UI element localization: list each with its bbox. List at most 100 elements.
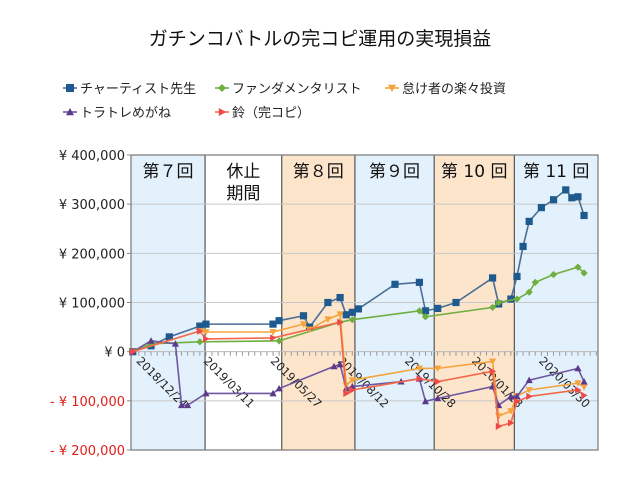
- data-point: [513, 295, 521, 303]
- legend-marker-icon: [66, 84, 74, 92]
- y-tick-label: - ¥ 100,000: [50, 395, 125, 410]
- data-point: [324, 316, 332, 323]
- data-point: [324, 298, 332, 307]
- data-point: [299, 312, 308, 320]
- series-group: [129, 186, 588, 430]
- data-point: [196, 338, 204, 346]
- legend-label: チャーティスト先生: [80, 82, 196, 97]
- period-label-wrapper: 第 11 回: [514, 161, 598, 211]
- period-label-wrapper: 第 10 回: [434, 161, 514, 211]
- data-point: [342, 311, 350, 319]
- period-label: 第９回: [369, 162, 421, 182]
- y-tick-label: - ¥ 200,000: [50, 444, 125, 459]
- data-point: [202, 329, 210, 336]
- data-point: [452, 298, 460, 307]
- data-point: [348, 308, 356, 316]
- data-point: [269, 320, 277, 328]
- data-point: [171, 340, 180, 347]
- data-point: [574, 263, 582, 271]
- series-4: [129, 318, 588, 430]
- data-point: [519, 242, 527, 251]
- data-point: [434, 394, 442, 402]
- data-point: [269, 389, 277, 397]
- data-point: [495, 422, 503, 430]
- data-point: [349, 386, 356, 394]
- data-point: [525, 387, 533, 394]
- data-point: [549, 270, 558, 279]
- legend-item: トラトレめがね: [63, 106, 171, 121]
- legend-item: 怠け者の楽々投資: [385, 81, 506, 97]
- data-point: [488, 303, 497, 312]
- data-point: [348, 316, 356, 324]
- legend-label: 怠け者の楽々投資: [402, 81, 506, 97]
- data-point: [580, 211, 588, 220]
- data-point: [580, 384, 588, 391]
- period-label-box: 第８回: [282, 161, 355, 211]
- series-line: [132, 266, 585, 353]
- data-point: [580, 269, 588, 277]
- period-label-wrapper: 第８回: [282, 161, 355, 211]
- data-point: [434, 304, 442, 312]
- data-point: [489, 367, 497, 375]
- y-tick-label: ¥ 100,000: [59, 297, 125, 312]
- data-point: [416, 375, 423, 383]
- y-tick-label: ¥ 0: [104, 346, 125, 361]
- period-label: 休止期間: [226, 162, 261, 204]
- series-0: [129, 186, 588, 356]
- y-tick-label: ¥ 300,000: [59, 198, 125, 213]
- data-point: [330, 362, 338, 370]
- data-point: [348, 377, 356, 384]
- data-point: [575, 386, 582, 394]
- period-label-wrapper: 第７回: [131, 161, 205, 211]
- data-point: [415, 278, 423, 286]
- data-point: [513, 392, 521, 400]
- data-point: [531, 278, 539, 286]
- data-point: [196, 327, 204, 335]
- legend-marker-icon: [218, 84, 226, 92]
- data-point: [275, 384, 283, 392]
- data-point: [415, 307, 423, 315]
- legend-label: 鈴（完コピ）: [232, 106, 310, 121]
- data-point: [488, 274, 497, 282]
- legend-item: チャーティスト先生: [63, 82, 196, 97]
- data-point: [391, 280, 399, 288]
- data-point: [165, 333, 173, 341]
- legend-item: 鈴（完コピ）: [215, 106, 310, 121]
- data-point: [507, 408, 515, 415]
- data-point: [488, 358, 497, 366]
- legend-item: ファンダメンタリスト: [215, 82, 362, 97]
- data-point: [202, 320, 210, 328]
- data-point: [574, 193, 582, 201]
- data-point: [269, 329, 277, 336]
- data-point: [336, 360, 344, 368]
- data-point: [421, 313, 430, 321]
- period-label-box: 休止期間: [226, 162, 261, 204]
- data-point: [196, 322, 204, 330]
- y-axis: ¥ 400,000 ¥ 300,000 ¥ 200,000 ¥ 100,000 ¥ 0 -…: [50, 149, 131, 459]
- chart-title: ガチンコバトルの完コピ運用の実現損益: [149, 28, 492, 50]
- period-label: 第 10 回: [441, 162, 508, 182]
- data-point: [574, 380, 582, 387]
- data-point: [270, 334, 277, 342]
- data-point: [275, 317, 283, 325]
- data-point: [299, 321, 308, 328]
- period-label-box: 第 11 回: [514, 161, 598, 211]
- data-point: [202, 389, 210, 397]
- data-point: [525, 217, 533, 225]
- data-point: [514, 397, 521, 405]
- data-point: [203, 335, 210, 343]
- legend-marker-icon: [66, 108, 74, 116]
- data-point: [275, 337, 283, 345]
- data-point: [421, 397, 430, 405]
- data-point: [525, 288, 533, 296]
- series-3: [129, 337, 588, 409]
- period-label-box: 第９回: [369, 162, 421, 182]
- period-label-box: 第 10 回: [434, 161, 514, 211]
- data-point: [507, 419, 515, 427]
- legend-marker-icon: [388, 84, 396, 92]
- period-label: 第７回: [142, 162, 194, 182]
- data-point: [562, 186, 570, 194]
- y-tick-label: ¥ 400,000: [59, 149, 125, 164]
- data-point: [568, 194, 576, 202]
